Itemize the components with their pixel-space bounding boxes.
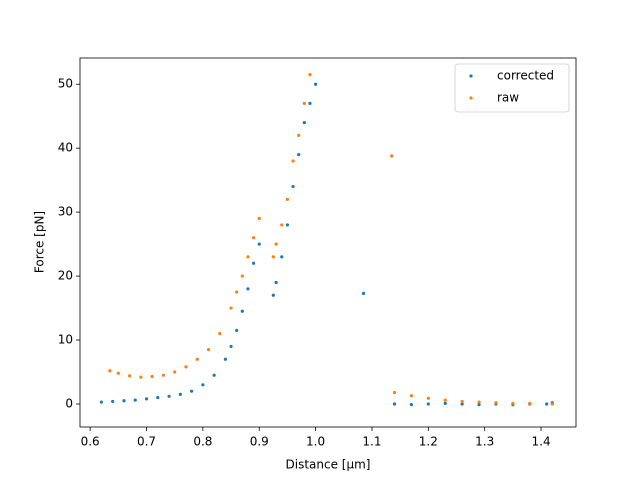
point xyxy=(460,402,464,406)
point xyxy=(285,197,290,201)
point xyxy=(257,216,261,221)
plot-area xyxy=(79,57,577,428)
point xyxy=(477,403,481,407)
point xyxy=(128,374,132,378)
point xyxy=(511,401,515,405)
x-tick-label: 1.0 xyxy=(306,435,325,449)
point xyxy=(111,399,115,404)
point xyxy=(308,101,312,106)
point xyxy=(235,328,239,333)
legend-label: raw xyxy=(497,91,519,105)
legend-label: corrected xyxy=(497,69,554,83)
point xyxy=(99,400,104,404)
y-tick-label: 10 xyxy=(58,333,73,347)
y-tick-label: 20 xyxy=(58,269,73,283)
point xyxy=(218,332,222,336)
point xyxy=(122,399,126,403)
point xyxy=(240,274,244,278)
point xyxy=(280,255,284,259)
x-tick-label: 0.8 xyxy=(193,435,212,449)
point xyxy=(178,392,182,396)
point xyxy=(108,369,112,373)
point xyxy=(252,261,256,265)
point xyxy=(116,371,120,375)
point xyxy=(240,309,244,313)
point xyxy=(252,236,256,240)
x-tick-label: 1.4 xyxy=(532,435,551,449)
point xyxy=(443,398,447,402)
x-axis-label: Distance [μm] xyxy=(286,458,371,472)
point xyxy=(426,402,430,406)
x-tick-label: 1.1 xyxy=(362,435,381,449)
point xyxy=(494,401,498,405)
point xyxy=(139,375,143,379)
point xyxy=(297,152,301,157)
y-axis-label: Force [pN] xyxy=(33,211,47,273)
point xyxy=(229,344,233,349)
y-tick-label: 0 xyxy=(65,396,73,410)
point xyxy=(390,154,394,158)
point xyxy=(302,101,306,106)
point xyxy=(150,374,154,379)
point xyxy=(274,280,278,285)
point xyxy=(206,348,211,352)
point xyxy=(392,402,397,406)
point xyxy=(409,403,414,407)
point xyxy=(173,370,177,374)
point xyxy=(133,398,137,402)
point xyxy=(291,184,295,189)
point xyxy=(156,395,160,400)
x-tick-label: 0.6 xyxy=(81,435,100,449)
y-tick-label: 50 xyxy=(58,77,73,91)
point xyxy=(161,373,166,377)
legend-box xyxy=(454,63,570,113)
point xyxy=(212,373,216,377)
point xyxy=(271,255,275,259)
y-tick-label: 30 xyxy=(58,205,73,219)
point xyxy=(235,290,239,294)
point xyxy=(257,242,261,246)
point xyxy=(285,223,290,227)
x-tick-label: 1.3 xyxy=(475,435,494,449)
point xyxy=(545,402,549,406)
point xyxy=(195,357,199,361)
point xyxy=(302,120,306,125)
point xyxy=(201,383,205,387)
point xyxy=(184,365,188,369)
x-tick-label: 0.9 xyxy=(250,435,269,449)
point xyxy=(274,242,278,246)
legend-marker xyxy=(469,96,473,100)
point xyxy=(409,394,414,398)
x-tick-label: 0.7 xyxy=(137,435,156,449)
point xyxy=(426,396,430,400)
point xyxy=(308,73,312,77)
point xyxy=(314,82,318,86)
point xyxy=(361,291,366,295)
point xyxy=(167,394,171,398)
point xyxy=(443,401,447,405)
point xyxy=(460,399,464,404)
x-tick-label: 1.2 xyxy=(419,435,438,449)
point xyxy=(271,293,275,297)
y-tick-label: 40 xyxy=(58,141,73,155)
point xyxy=(280,223,284,227)
point xyxy=(291,159,295,163)
point xyxy=(297,133,301,137)
point xyxy=(550,402,554,406)
point xyxy=(246,287,250,291)
point xyxy=(144,397,149,401)
point xyxy=(477,400,481,404)
point xyxy=(246,255,250,259)
point xyxy=(528,401,532,405)
legend-marker xyxy=(469,74,473,78)
point xyxy=(392,390,397,395)
point xyxy=(190,389,194,393)
point xyxy=(223,357,228,361)
point xyxy=(229,306,233,310)
